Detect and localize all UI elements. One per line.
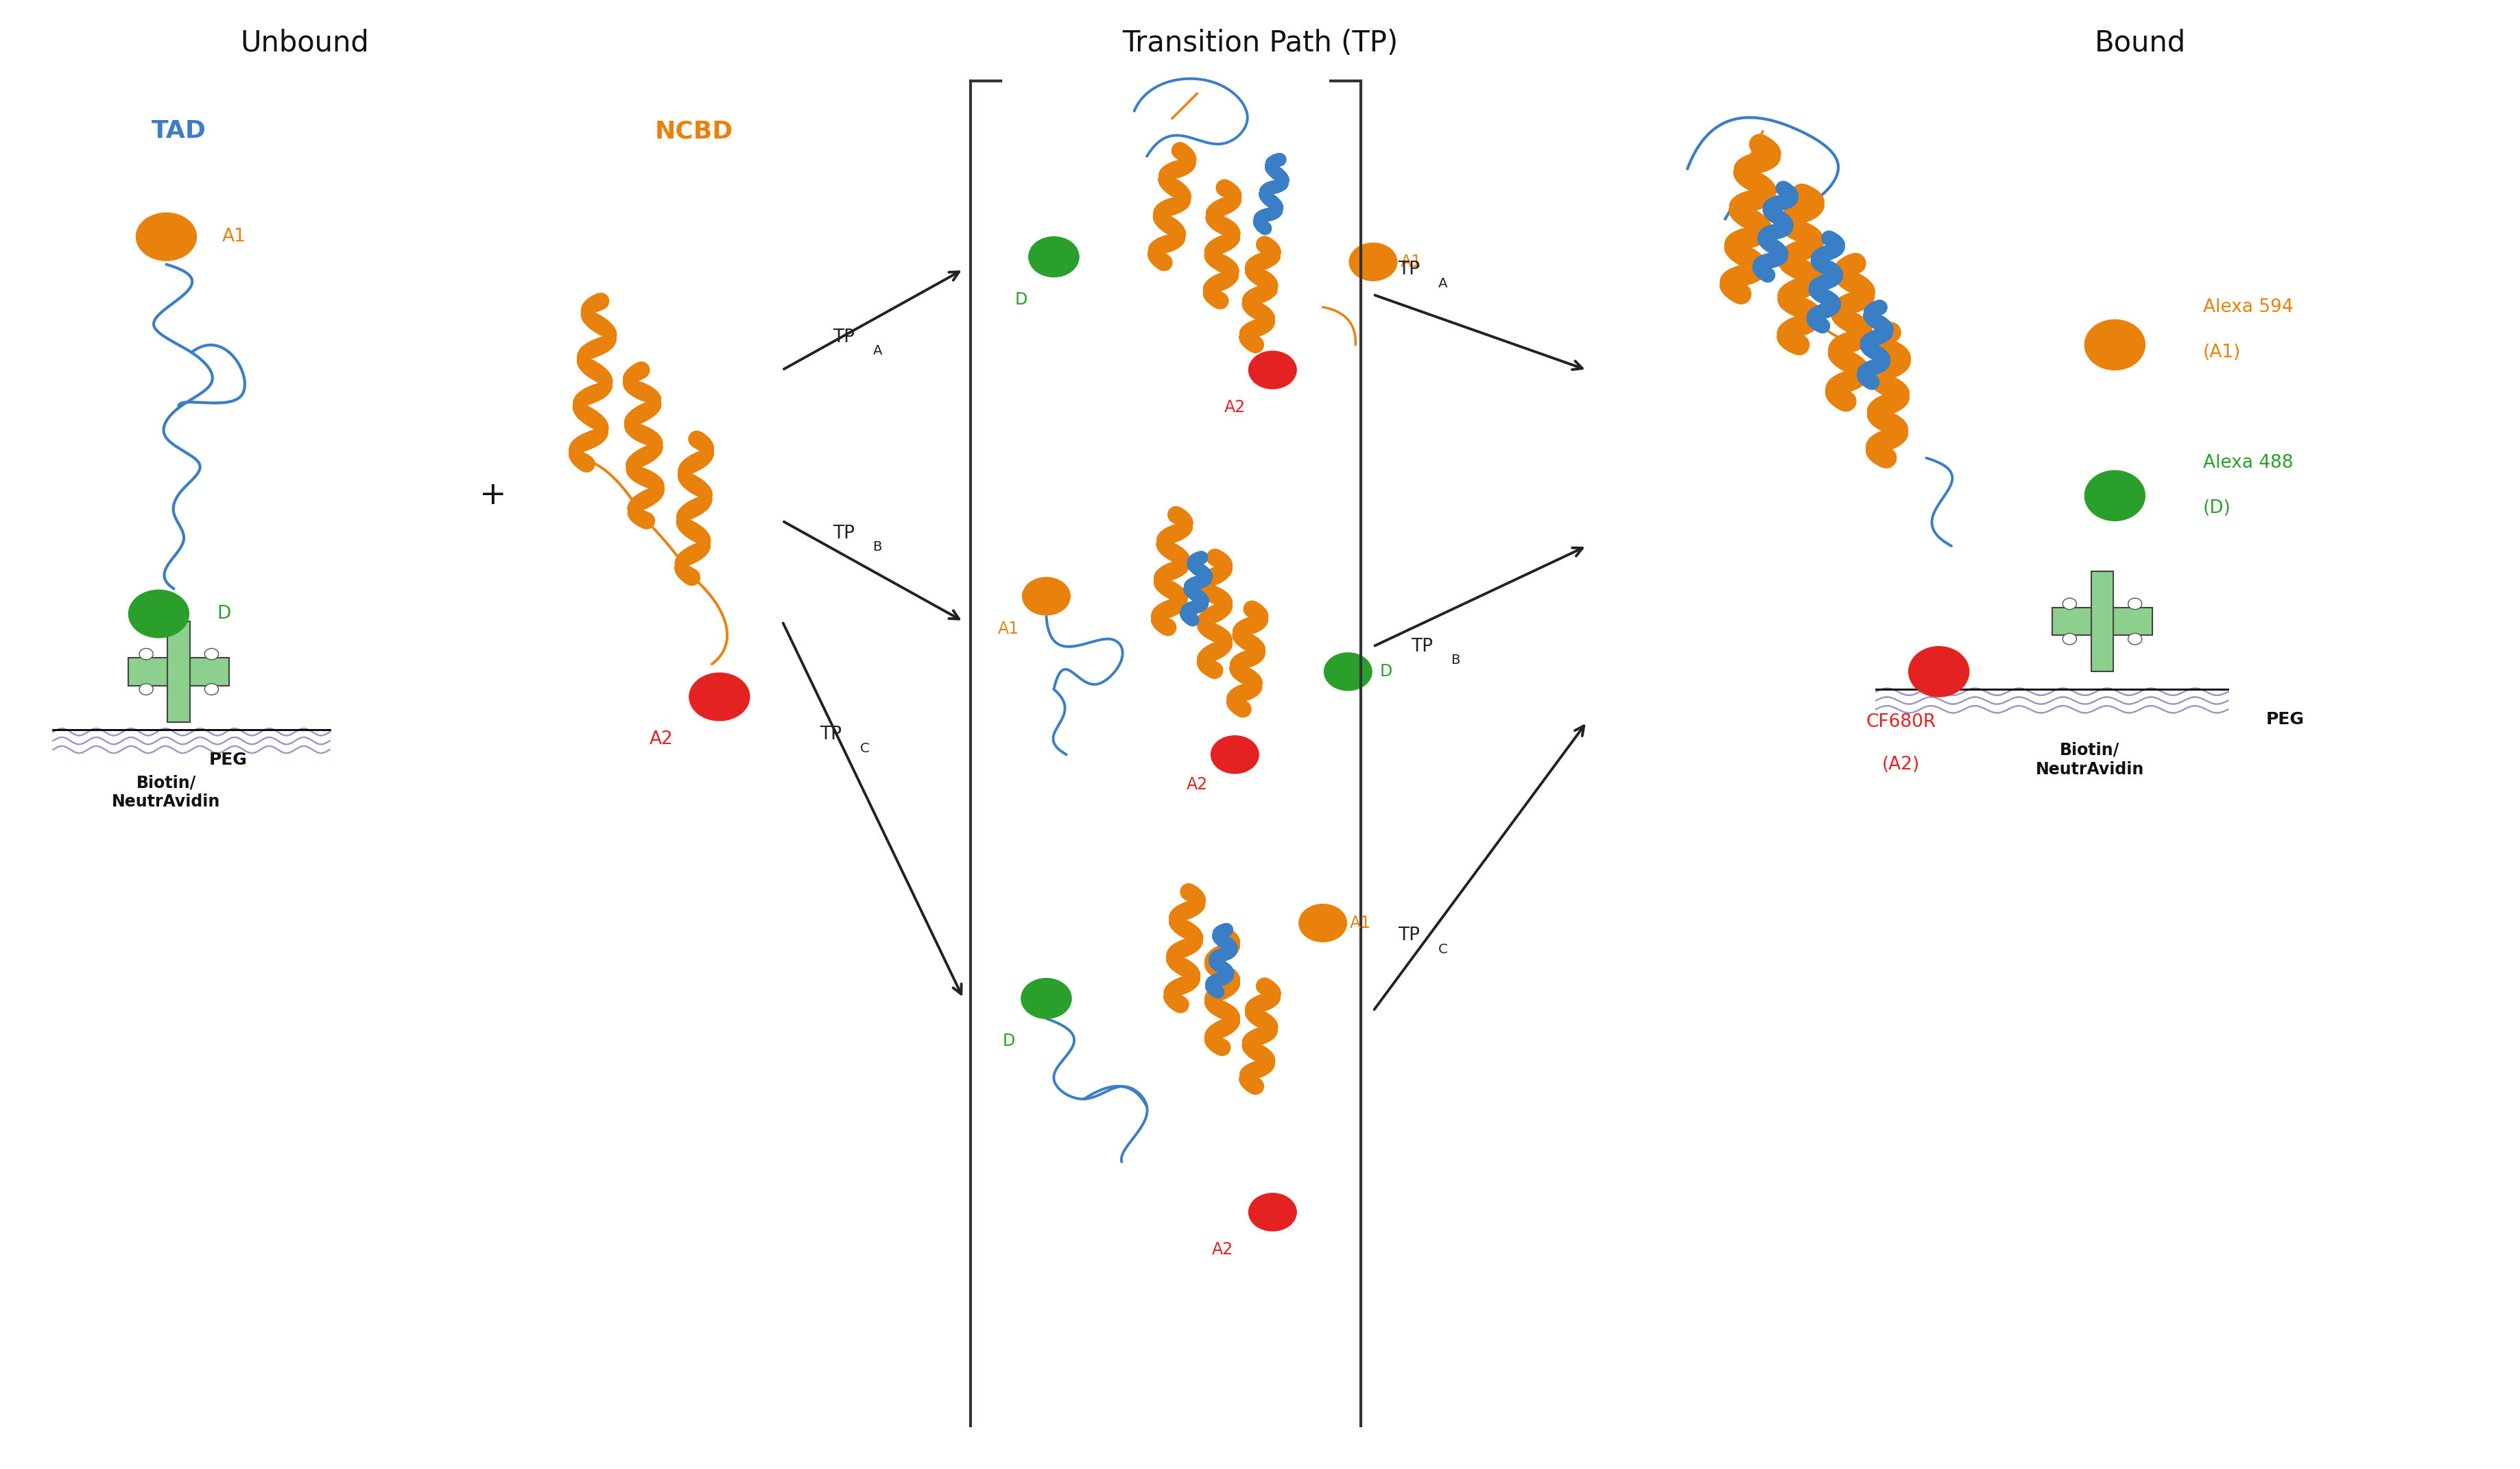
Text: A2: A2 <box>1212 1241 1232 1257</box>
Ellipse shape <box>2064 633 2076 645</box>
Text: PEG: PEG <box>2265 711 2303 727</box>
Text: D: D <box>1003 1033 1016 1049</box>
Text: B: B <box>1452 654 1459 667</box>
Ellipse shape <box>2127 598 2142 610</box>
Text: TP: TP <box>1399 260 1421 278</box>
Ellipse shape <box>2084 470 2145 521</box>
Text: TP: TP <box>1411 638 1434 655</box>
Bar <box>129 658 229 686</box>
Text: A2: A2 <box>1225 400 1245 416</box>
Ellipse shape <box>2127 633 2142 645</box>
Ellipse shape <box>139 648 154 660</box>
Ellipse shape <box>1908 646 1968 696</box>
Text: Biotin/
NeutrAvidin: Biotin/ NeutrAvidin <box>111 774 222 809</box>
Ellipse shape <box>690 673 748 721</box>
Text: Unbound: Unbound <box>239 29 368 57</box>
Text: Alexa 594: Alexa 594 <box>2202 298 2293 316</box>
Text: Bound: Bound <box>2094 29 2185 57</box>
Ellipse shape <box>1348 242 1396 281</box>
Bar <box>1875 689 2228 727</box>
Ellipse shape <box>1212 736 1260 774</box>
Ellipse shape <box>2064 598 2076 610</box>
Bar <box>2092 571 2114 671</box>
Text: A1: A1 <box>222 228 247 245</box>
Text: B: B <box>872 541 882 554</box>
Text: TP: TP <box>832 524 854 542</box>
Text: A1: A1 <box>998 621 1018 638</box>
Text: C: C <box>1439 943 1449 956</box>
Text: PEG: PEG <box>209 752 247 768</box>
Ellipse shape <box>2084 320 2145 370</box>
Ellipse shape <box>1323 652 1371 690</box>
Text: +: + <box>479 480 507 511</box>
Text: CF680R: CF680R <box>1867 712 1935 732</box>
Ellipse shape <box>1021 978 1071 1018</box>
Text: TP: TP <box>832 329 854 347</box>
Text: NCBD: NCBD <box>655 119 733 142</box>
Text: Biotin/
NeutrAvidin: Biotin/ NeutrAvidin <box>2036 742 2145 777</box>
Text: A: A <box>1439 276 1449 289</box>
Text: A2: A2 <box>650 730 673 748</box>
Ellipse shape <box>1028 237 1079 278</box>
Text: C: C <box>859 742 869 755</box>
Ellipse shape <box>204 683 219 695</box>
Text: D: D <box>1016 291 1028 308</box>
Text: TP: TP <box>819 726 842 743</box>
Text: A1: A1 <box>1351 915 1371 931</box>
Bar <box>166 621 189 721</box>
Text: (D): (D) <box>2202 499 2230 517</box>
Ellipse shape <box>1298 905 1346 942</box>
Text: Alexa 488: Alexa 488 <box>2202 454 2293 472</box>
Bar <box>53 730 330 767</box>
Text: A: A <box>872 345 882 357</box>
Ellipse shape <box>136 213 197 260</box>
Text: D: D <box>1378 664 1391 680</box>
Ellipse shape <box>1250 1193 1295 1231</box>
Text: TAD: TAD <box>151 119 207 142</box>
Text: TP: TP <box>1399 927 1421 945</box>
Text: (A2): (A2) <box>1882 755 1920 774</box>
Text: (A1): (A1) <box>2202 344 2240 361</box>
Ellipse shape <box>129 591 189 638</box>
Text: Transition Path (TP): Transition Path (TP) <box>1121 29 1399 57</box>
Text: A2: A2 <box>1187 777 1207 793</box>
Ellipse shape <box>1250 351 1295 389</box>
Text: A1: A1 <box>1401 254 1421 270</box>
Bar <box>2051 608 2152 635</box>
Ellipse shape <box>139 683 154 695</box>
Text: D: D <box>217 605 232 623</box>
Ellipse shape <box>204 648 219 660</box>
Ellipse shape <box>1023 577 1071 616</box>
